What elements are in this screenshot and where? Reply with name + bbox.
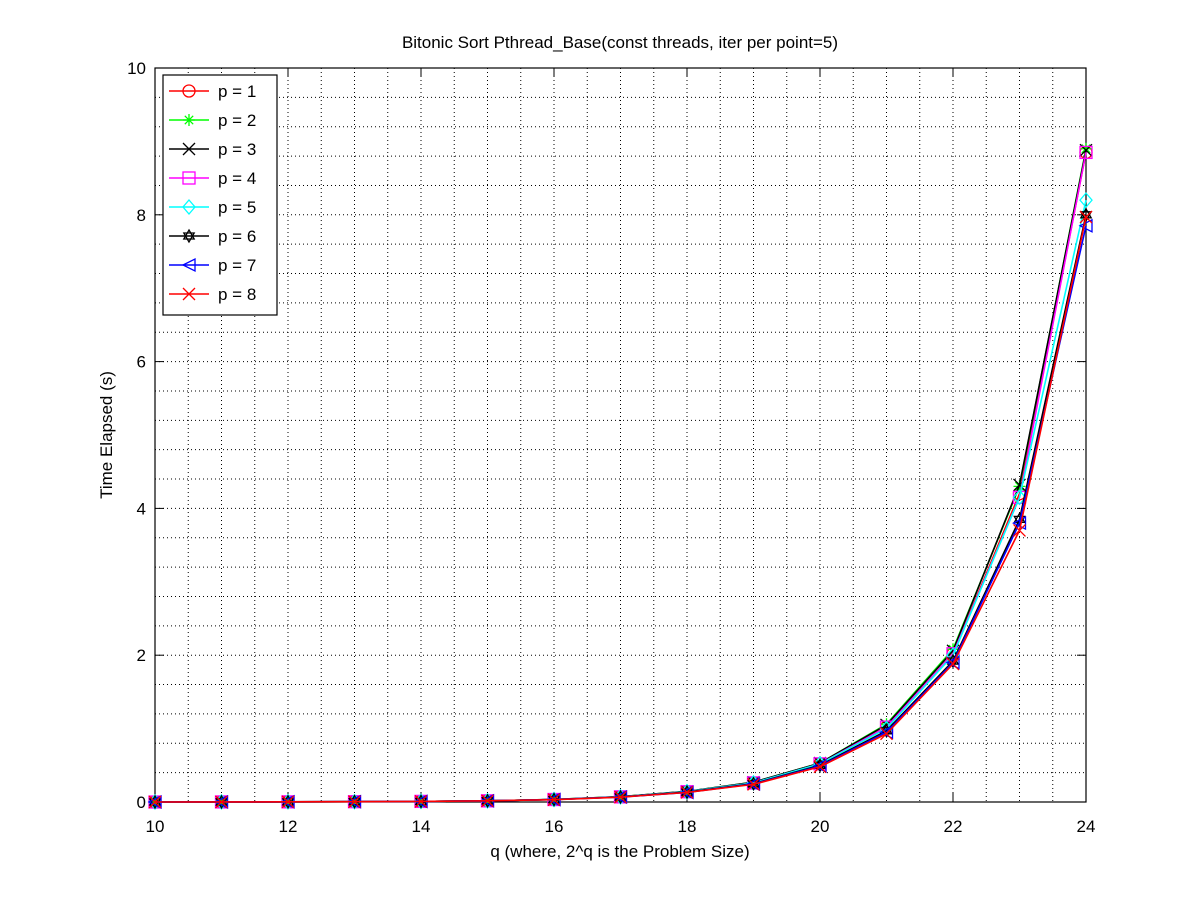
data-point [414, 794, 428, 808]
legend-item: p = 6 [169, 227, 256, 246]
legend-item: p = 7 [169, 256, 256, 275]
hexagram-part [1079, 211, 1093, 223]
x-tick-label: 12 [279, 817, 298, 836]
legend-marker [182, 142, 196, 156]
series-8 [148, 210, 1093, 809]
data-point [215, 795, 228, 809]
data-point [481, 794, 494, 808]
y-tick-label: 0 [137, 793, 146, 812]
data-point [1078, 218, 1093, 233]
x-tick-label: 14 [412, 817, 431, 836]
legend-item: p = 4 [169, 169, 256, 188]
hexagram-part [946, 657, 960, 669]
data-point [281, 795, 295, 809]
data-point [812, 758, 827, 774]
data-point [1079, 145, 1093, 160]
legend-label: p = 6 [218, 227, 256, 246]
legend-label: p = 2 [218, 111, 256, 130]
data-point [1079, 210, 1093, 224]
legend-marker [182, 228, 196, 244]
legend: p = 1 p = 2 p = 3 p = 4 p = 5 p = 6 p = 7 p = 8 [162, 74, 278, 316]
legend-item: p = 5 [169, 198, 256, 217]
x-tick-label: 18 [678, 817, 697, 836]
legend-marker [183, 114, 195, 126]
x-tick-label: 10 [146, 817, 165, 836]
legend-label: p = 1 [218, 82, 256, 101]
legend-marker [181, 257, 196, 273]
legend-box [162, 74, 278, 316]
data-point [746, 776, 761, 792]
data-point [1013, 523, 1026, 537]
legend-marker [182, 287, 196, 301]
data-point [946, 657, 960, 671]
legend-item: p = 2 [169, 111, 256, 130]
data-point [348, 795, 361, 809]
legend-label: p = 4 [218, 169, 256, 188]
data-point [945, 655, 960, 670]
hexagram-part [182, 228, 196, 240]
x-tick-label: 24 [1077, 817, 1096, 836]
x-tick-label: 16 [545, 817, 564, 836]
data-point [1079, 192, 1093, 209]
hexagram-part [182, 232, 196, 244]
data-point [880, 727, 893, 741]
hexagram-part [880, 727, 893, 739]
data-point [879, 725, 894, 740]
y-tick-label: 10 [127, 59, 146, 78]
data-point [1080, 142, 1092, 155]
y-tick-label: 8 [137, 206, 146, 225]
x-tick-label: 22 [944, 817, 963, 836]
data-point [614, 790, 627, 804]
data-point [547, 793, 561, 807]
legend-marker [182, 171, 196, 185]
legend-label: p = 8 [218, 285, 256, 304]
data-point [1012, 516, 1027, 531]
legend-label: p = 5 [218, 198, 256, 217]
legend-item: p = 8 [169, 285, 256, 304]
data-point [747, 777, 760, 791]
x-axis-label: q (where, 2^q is the Problem Size) [490, 842, 749, 861]
series-layer [147, 142, 1093, 810]
data-point [148, 795, 162, 809]
legend-item: p = 1 [169, 82, 256, 101]
legend-label: p = 7 [218, 256, 256, 275]
y-axis-label: Time Elapsed (s) [97, 371, 116, 499]
chart-title: Bitonic Sort Pthread_Base(const threads,… [402, 33, 838, 52]
data-point [1012, 489, 1027, 506]
data-point [813, 760, 827, 774]
legend-marker [182, 84, 196, 98]
legend-marker [182, 199, 196, 215]
y-tick-label: 4 [137, 499, 146, 518]
y-tick-label: 2 [137, 646, 146, 665]
y-tick-label: 6 [137, 353, 146, 372]
data-point [680, 785, 694, 799]
x-tick-label: 20 [811, 817, 830, 836]
legend-label: p = 3 [218, 140, 256, 159]
legend-item: p = 3 [169, 140, 256, 159]
